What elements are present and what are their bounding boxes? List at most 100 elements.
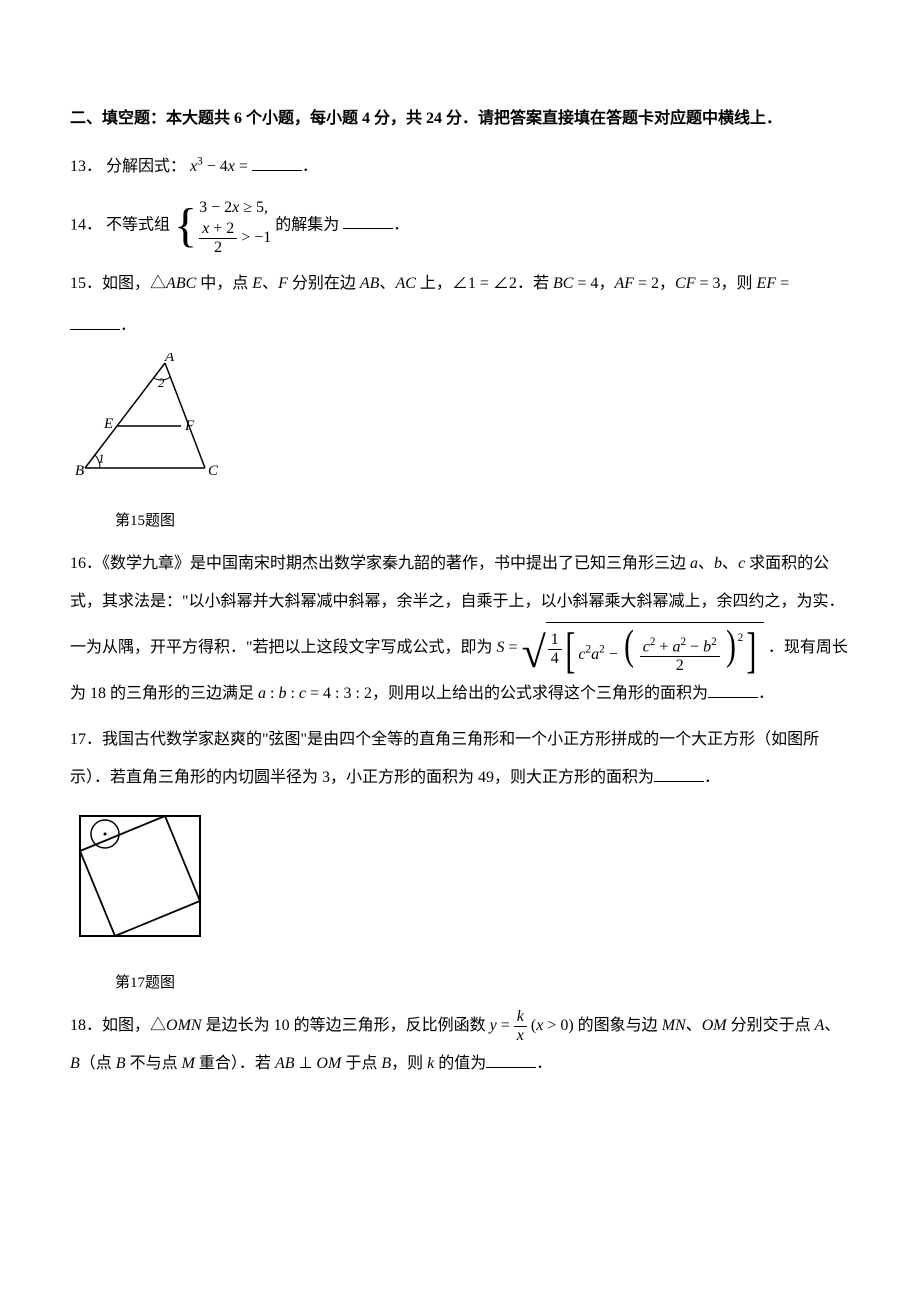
math-var: S — [497, 639, 505, 656]
sqrt-expression: √ 1 4 [ c2a2 − ( c2 + a2 − b2 2 )2 ] — [522, 622, 764, 675]
problem-text: 《数学九章》是中国南宋时期杰出数学家秦九韶的著作，书中提出了已知三角形三边 — [102, 555, 690, 572]
problem-text: 上， — [416, 275, 452, 292]
math-var: BC — [553, 275, 573, 292]
problem-text: 的图象与边 — [574, 1017, 662, 1034]
math-var: b — [714, 555, 722, 572]
math-var: ABC — [166, 275, 196, 292]
problem-text: 中，点 — [196, 275, 252, 292]
fraction: 1 4 — [548, 631, 562, 667]
equation-system: { 3 − 2x ≥ 5, x + 2 2 > −1 — [174, 195, 271, 257]
period: ． — [704, 769, 720, 786]
problem-label: 不等式组 — [106, 216, 170, 233]
math-var: AC — [395, 275, 415, 292]
math-text: = 3 — [696, 275, 721, 292]
math-var: B — [116, 1055, 126, 1072]
math-var: AF — [614, 275, 634, 292]
math-text: > 0 — [543, 1017, 568, 1034]
math-text: = 2 — [634, 275, 659, 292]
figure-caption: 第15题图 — [70, 503, 220, 539]
answer-blank — [654, 766, 704, 782]
math-var: OMN — [166, 1017, 202, 1034]
math-var: CF — [675, 275, 695, 292]
math-text: = 4 : 3 : 2 — [306, 685, 372, 702]
period: ． — [393, 216, 409, 233]
problem-16: 16．《数学九章》是中国南宋时期杰出数学家秦九韶的著作，书中提出了已知三角形三边… — [70, 545, 850, 713]
fraction: kx — [514, 1008, 527, 1044]
figure-caption: 第17题图 — [70, 965, 220, 1001]
triangle-symbol: △ — [150, 275, 166, 292]
math-var: OM — [316, 1055, 341, 1072]
problem-15: 15．如图，△ABC 中，点 E、F 分别在边 AB、AC 上，∠1 = ∠2．… — [70, 265, 850, 346]
fraction: c2 + a2 − b2 2 — [640, 636, 720, 675]
math-var: A — [815, 1017, 825, 1034]
math-var: F — [278, 275, 288, 292]
answer-blank — [343, 213, 393, 229]
math-text: = — [505, 639, 522, 656]
problem-text: 重合）．若 — [195, 1055, 275, 1072]
math-text: = — [497, 1017, 514, 1034]
section-heading: 二、填空题：本大题共 6 个小题，每小题 4 分，共 24 分．请把答案直接填在… — [70, 100, 850, 138]
problem-text: ，则 — [391, 1055, 427, 1072]
problem-number: 18． — [70, 1017, 102, 1034]
math-text: : — [286, 685, 298, 702]
answer-blank — [70, 314, 120, 330]
svg-text:E: E — [103, 416, 113, 432]
svg-text:A: A — [164, 353, 175, 365]
eq-line-1: 3 − 2x ≥ 5, — [199, 195, 271, 221]
problem-text: 如图， — [102, 1017, 150, 1034]
paren-icon: ) — [726, 625, 736, 667]
svg-text:2: 2 — [158, 375, 165, 390]
math-var: AB — [275, 1055, 295, 1072]
problem-text: 如图， — [102, 275, 150, 292]
problem-17: 17．我国古代数学家赵爽的"弦图"是由四个全等的直角三角形和一个小正方形拼成的一… — [70, 721, 850, 798]
bracket-icon: [ — [565, 625, 575, 675]
svg-text:F: F — [184, 418, 195, 434]
bracket-icon: ] — [747, 625, 757, 675]
math-text: ∠1 = ∠2 — [452, 275, 517, 292]
problem-text: 的值为 — [434, 1055, 486, 1072]
math-var: MN — [662, 1017, 686, 1034]
math-var: a — [690, 555, 698, 572]
math-text: = — [776, 275, 789, 292]
math-var: M — [182, 1055, 195, 1072]
period: ． — [536, 1055, 552, 1072]
math-eq: = — [235, 158, 248, 175]
math-text: − 4 — [203, 158, 228, 175]
period: ． — [120, 317, 136, 334]
problem-number: 17． — [70, 731, 102, 748]
problem-text: ，则 — [721, 275, 757, 292]
period: ． — [302, 158, 318, 175]
problem-text: ．若 — [517, 275, 553, 292]
answer-blank — [708, 682, 758, 698]
problem-number: 15． — [70, 275, 102, 292]
math-var: OM — [702, 1017, 727, 1034]
problem-text: 分别在边 — [288, 275, 360, 292]
svg-text:B: B — [75, 463, 84, 479]
math-var: B — [381, 1055, 391, 1072]
problem-text: 分别交于点 — [727, 1017, 815, 1034]
problem-13: 13． 分解因式： x3 − 4x = ． — [70, 148, 850, 186]
triangle-symbol: △ — [150, 1017, 166, 1034]
triangle-diagram: A B C E F 1 2 — [70, 353, 220, 483]
answer-blank — [252, 155, 302, 171]
paren-icon: ( — [624, 625, 634, 667]
problem-14: 14． 不等式组 { 3 − 2x ≥ 5, x + 2 2 > −1 的解集为… — [70, 195, 850, 257]
problem-text: ，则用以上给出的公式求得这个三角形的面积为 — [372, 685, 708, 702]
problem-18: 18．如图，△OMN 是边长为 10 的等边三角形，反比例函数 y = kx (… — [70, 1007, 850, 1084]
math-var: EF — [757, 275, 777, 292]
problem-text: 于点 — [341, 1055, 381, 1072]
math-var: a — [258, 685, 266, 702]
svg-text:C: C — [208, 463, 219, 479]
problem-number: 16． — [70, 555, 102, 572]
eq-line-2: x + 2 2 > −1 — [199, 220, 271, 256]
math-var: x — [228, 158, 235, 175]
answer-blank — [486, 1052, 536, 1068]
problem-label: 的解集为 — [275, 216, 339, 233]
problem-number: 14． — [70, 216, 102, 233]
xiantu-diagram — [70, 806, 210, 946]
problem-number: 13． — [70, 158, 102, 175]
math-text: = 4 — [573, 275, 598, 292]
math-var: B — [70, 1055, 80, 1072]
problem-text: （点 — [80, 1055, 116, 1072]
math-var: AB — [360, 275, 380, 292]
